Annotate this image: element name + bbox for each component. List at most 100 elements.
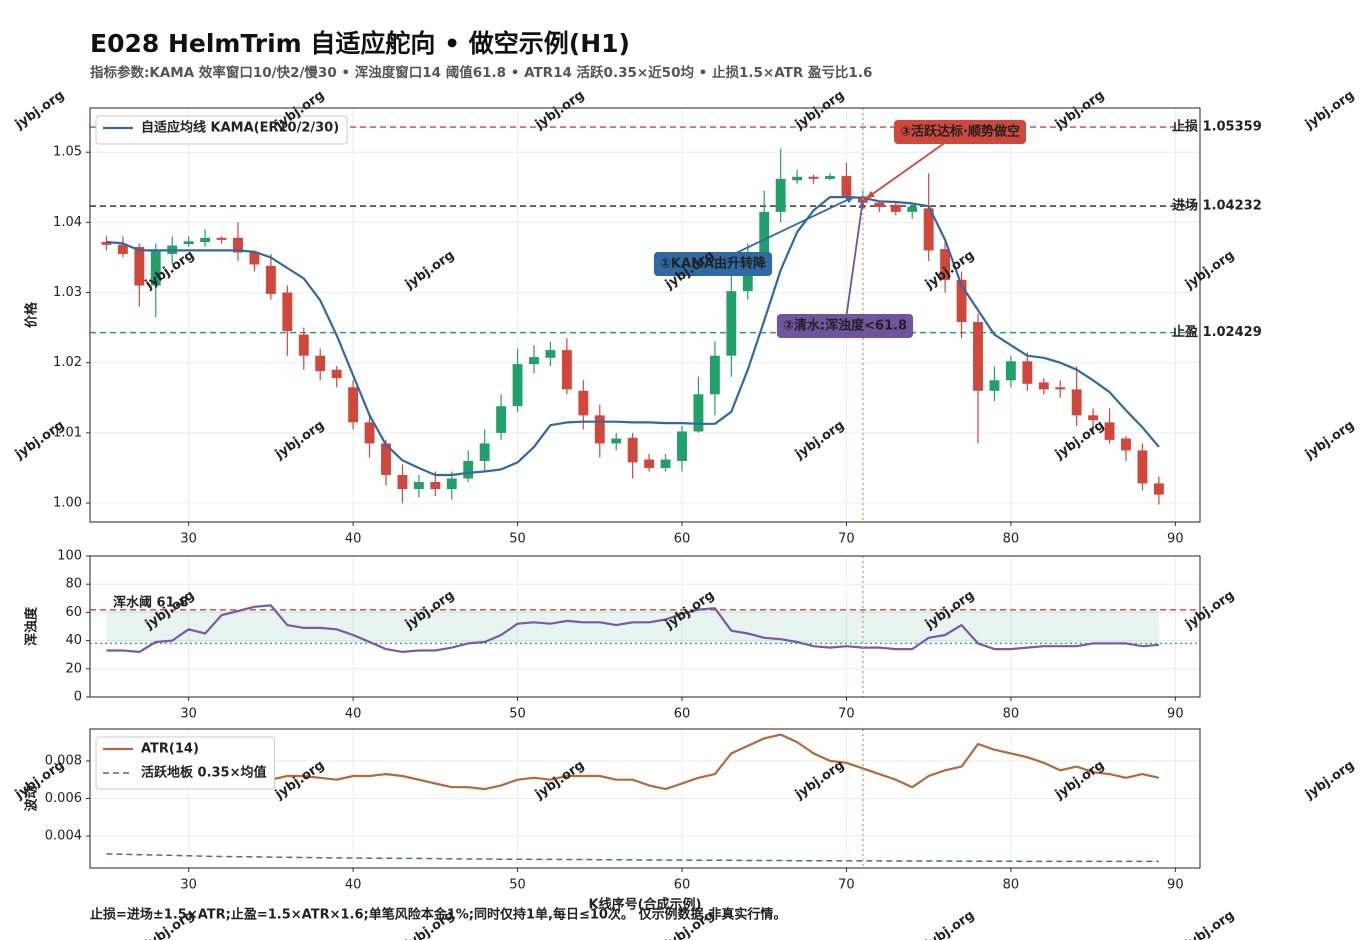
candle-body	[660, 459, 671, 468]
y-tick-label: 1.01	[53, 425, 82, 440]
candle-body	[496, 406, 507, 433]
candle-body	[249, 252, 260, 265]
x-tick-label: 50	[509, 532, 526, 547]
watermark: jybj.org	[792, 418, 848, 463]
candle-body	[315, 355, 326, 372]
watermark: jybj.org	[1052, 758, 1108, 803]
watermark: jybj.org	[12, 88, 68, 133]
watermark: jybj.org	[1182, 248, 1238, 293]
candle-body	[1137, 450, 1148, 484]
series-line	[106, 604, 1159, 653]
series-line	[106, 196, 1160, 477]
candle-body	[775, 178, 786, 212]
watermark: jybj.org	[402, 248, 458, 293]
watermark: jybj.org	[272, 758, 328, 803]
plot-frame	[89, 107, 1201, 523]
candle-body	[101, 242, 112, 245]
series-line	[106, 853, 1159, 863]
x-tick-label: 90	[1167, 532, 1184, 547]
candle-body	[890, 204, 901, 212]
footnote: 止损=进场±1.5×ATR;止盈=1.5×ATR×1.6;单笔风险本金1%;同时…	[90, 907, 786, 923]
h-line-label: 浑水阈 61.8	[113, 594, 189, 610]
chart-subtitle: 指标参数:KAMA 效率窗口10/快2/慢30 • 浑浊度窗口14 阈值61.8…	[90, 64, 872, 81]
watermark: jybj.org	[1302, 88, 1358, 133]
legend-box	[95, 115, 348, 145]
legend: 自适应均线 KAMA(ER10/2/30)	[95, 115, 348, 145]
watermark: jybj.org	[532, 758, 588, 803]
candle-body	[331, 369, 342, 379]
annotation-arrowhead	[866, 190, 875, 199]
candle-body	[1005, 361, 1016, 381]
candle-body	[973, 322, 983, 391]
candle-body	[907, 206, 918, 212]
candle-body	[1088, 415, 1099, 421]
legend: ATR(14) 活跃地板 0.35×均值	[95, 736, 275, 790]
candle-body	[644, 459, 655, 468]
band	[106, 609, 1159, 644]
x-tick-label: 70	[838, 878, 855, 893]
chart-title: E028 HelmTrim 自适应舵向 • 做空示例(H1)	[90, 29, 630, 58]
candle-body	[578, 390, 589, 416]
x-tick-label: 30	[180, 532, 197, 547]
candle-body	[479, 443, 490, 461]
candle-body	[265, 265, 276, 294]
candle-body	[792, 176, 803, 181]
annotation-text: ②清水:浑浊度<61.8	[783, 318, 907, 334]
x-tick-label: 40	[345, 878, 362, 893]
x-axis-label: K线序号(合成示例)	[589, 897, 702, 913]
candle-body	[709, 355, 720, 395]
y-axis-label: 波动	[24, 785, 40, 811]
candle-body	[627, 437, 638, 463]
y-tick-label: 1.04	[53, 215, 82, 230]
candle-body	[1071, 389, 1082, 416]
annotation-text: ③活跃达标·顺势做空	[900, 124, 1020, 140]
candle-body	[611, 438, 622, 444]
annotation-box	[894, 120, 1026, 144]
candle-body	[446, 478, 457, 490]
y-tick-label: 40	[65, 633, 82, 648]
candle-body	[940, 249, 951, 280]
candle-body	[134, 246, 145, 286]
y-tick-label: 0	[74, 690, 82, 705]
y-tick-label: 0.004	[45, 829, 82, 844]
candle-body	[677, 431, 687, 461]
legend-label: ATR(14)	[141, 742, 199, 757]
x-tick-label: 70	[838, 532, 855, 547]
y-tick-label: 100	[57, 549, 82, 564]
y-tick-label: 0.008	[45, 753, 82, 768]
candle-body	[759, 211, 770, 258]
plot-frame	[89, 728, 1201, 869]
h-line-label: 止损 1.05359	[1172, 119, 1262, 135]
y-tick-label: 1.02	[53, 355, 82, 370]
watermark: jybj.org	[532, 88, 588, 133]
x-tick-label: 30	[180, 707, 197, 722]
candle-body	[1104, 422, 1115, 440]
legend-label: 自适应均线 KAMA(ER10/2/30)	[141, 120, 339, 136]
x-tick-label: 80	[1003, 532, 1020, 547]
candle-body	[874, 202, 885, 207]
x-tick-label: 30	[180, 878, 197, 893]
candle-body	[381, 443, 391, 475]
y-tick-label: 80	[65, 577, 82, 592]
watermark: jybj.org	[792, 88, 848, 133]
y-tick-label: 20	[65, 661, 82, 676]
candle-body	[989, 380, 1000, 391]
candle-body	[150, 250, 161, 286]
candle-body	[529, 357, 539, 365]
y-tick-label: 60	[65, 605, 82, 620]
candle-body	[923, 208, 934, 251]
candle-body	[726, 291, 737, 356]
candle-body	[545, 350, 556, 358]
candle-body	[463, 460, 474, 479]
candle-body	[282, 292, 293, 332]
candle-body	[413, 482, 424, 490]
x-tick-label: 90	[1167, 707, 1184, 722]
x-tick-label: 40	[345, 707, 362, 722]
candle-body	[808, 176, 819, 179]
candle-body	[430, 482, 441, 490]
candle-body	[1038, 382, 1049, 390]
candle-body	[1055, 387, 1066, 390]
annotation-arrowhead	[858, 199, 866, 209]
annotation-arrowhead	[845, 196, 855, 204]
